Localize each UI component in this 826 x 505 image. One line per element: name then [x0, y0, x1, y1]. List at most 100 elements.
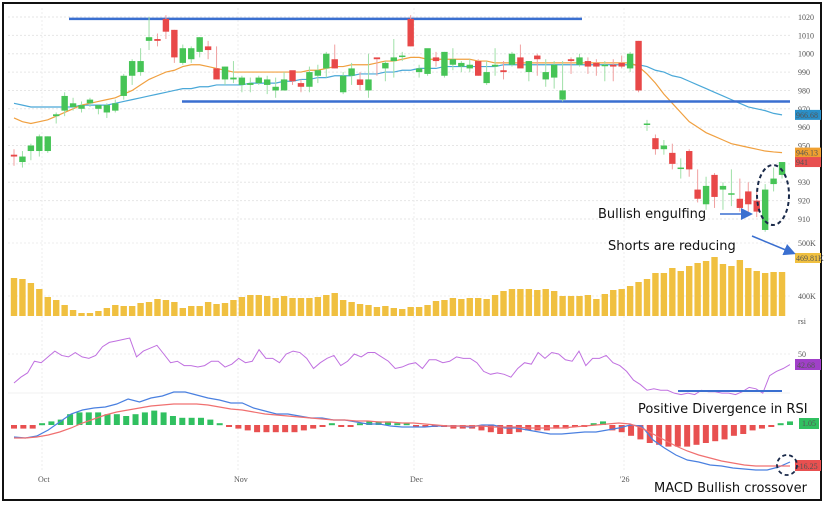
candle-bearish [635, 40, 642, 91]
macd-panel [11, 391, 793, 471]
rsi-label-bg [795, 359, 821, 370]
volume-bar [86, 313, 94, 316]
rsi-line [13, 337, 791, 396]
candle-bullish [19, 156, 26, 163]
macd-hist-positive [328, 423, 335, 426]
volume-bar [95, 311, 102, 316]
volume-bar [424, 305, 431, 316]
volume-bar [483, 299, 490, 316]
macd-hist-negative [487, 425, 494, 433]
macd-hist-negative [749, 425, 756, 431]
volume-bar [601, 294, 608, 316]
macd-hist-positive [787, 421, 793, 425]
volume-bar [356, 304, 364, 316]
annotation-text: Bullish engulfing [598, 207, 706, 222]
volume-bar [542, 289, 549, 316]
macd-hist-positive [85, 412, 92, 425]
volume-bar [103, 308, 111, 316]
candle-bearish [297, 83, 305, 87]
macd-hist-negative [740, 425, 747, 434]
volume-bar [610, 290, 617, 316]
macd-hist-positive [356, 423, 363, 426]
volume-bar [466, 298, 473, 316]
volume-bar [331, 293, 338, 316]
macd-hist-positive [216, 423, 223, 426]
macd-hist-positive [48, 421, 55, 425]
volume-bar [415, 307, 423, 316]
macd-hist-negative [422, 425, 429, 427]
volume-bar [441, 300, 448, 316]
macd-hist-positive [394, 423, 401, 426]
volume-bar [196, 306, 203, 316]
candle-bullish [458, 62, 465, 67]
macd-hist-negative [684, 425, 691, 447]
candle-bullish [441, 51, 448, 76]
volume-bar [373, 307, 381, 316]
candle-bullish [508, 53, 516, 65]
candle-bullish [280, 79, 288, 91]
volume-bar [348, 302, 355, 316]
candle-bullish [382, 62, 389, 69]
macd-hist-positive [188, 417, 195, 425]
volume-bar [694, 263, 701, 316]
candle-bearish [204, 46, 212, 51]
price-label: 946.13 [796, 149, 818, 158]
volume-last-label: 469.81K [796, 254, 824, 263]
price-tick: 1020 [798, 13, 814, 22]
macd-hist-negative [11, 425, 17, 429]
macd-hist-negative [628, 425, 635, 436]
price-tick: 960 [798, 123, 810, 132]
macd-hist-positive [169, 416, 176, 425]
candle-bearish [669, 152, 676, 164]
candle-bearish [289, 70, 296, 82]
volume-bar [314, 297, 322, 316]
candle-bearish [753, 200, 760, 212]
volume-bar [339, 300, 347, 316]
candle-bullish [69, 103, 77, 107]
volume-bar [719, 264, 727, 316]
candle-bearish [534, 55, 541, 60]
candle-bullish [306, 72, 313, 87]
volume-bars [10, 257, 786, 316]
volume-bar [145, 302, 153, 316]
macd-hist-negative [721, 425, 728, 440]
volume-bar [635, 282, 642, 316]
macd-hist-positive [384, 421, 391, 425]
volume-bar [652, 273, 659, 316]
volume-bar [753, 271, 760, 316]
candle-bearish [652, 138, 659, 150]
macd-last-label: -16.25 [797, 462, 818, 471]
macd-hist-negative [674, 425, 681, 447]
volume-bar [669, 268, 676, 316]
volume-bar [36, 289, 43, 316]
macd-hist-positive [132, 414, 139, 425]
volume-bar [584, 295, 592, 316]
price-label-bg [795, 109, 821, 120]
candle-bullish [36, 136, 43, 152]
price-tick: 970 [798, 105, 810, 114]
volume-bar [728, 266, 735, 316]
macd-hist-positive [141, 412, 148, 425]
macd-hist-positive [104, 414, 111, 425]
candle-bullish [466, 64, 473, 69]
candle-bullish [719, 185, 727, 190]
candle-bearish [373, 57, 381, 60]
macd-hist-negative [272, 425, 279, 433]
price-label-bg [795, 147, 821, 158]
candle-bearish [593, 62, 600, 67]
macd-signal-label: 1.05 [802, 419, 816, 428]
volume-bar [399, 309, 406, 316]
candle-bearish [610, 64, 617, 67]
macd-hist-positive [600, 421, 607, 425]
macd-hist-negative [450, 425, 457, 429]
candle-bearish [475, 61, 482, 76]
macd-hist-negative [235, 425, 242, 429]
volume-bar [264, 296, 271, 316]
macd-hist-positive [151, 410, 158, 425]
candle-bullish [399, 55, 406, 58]
candle-bearish [567, 59, 575, 62]
macd-hist-negative [347, 425, 354, 427]
candle-bullish [145, 37, 153, 41]
